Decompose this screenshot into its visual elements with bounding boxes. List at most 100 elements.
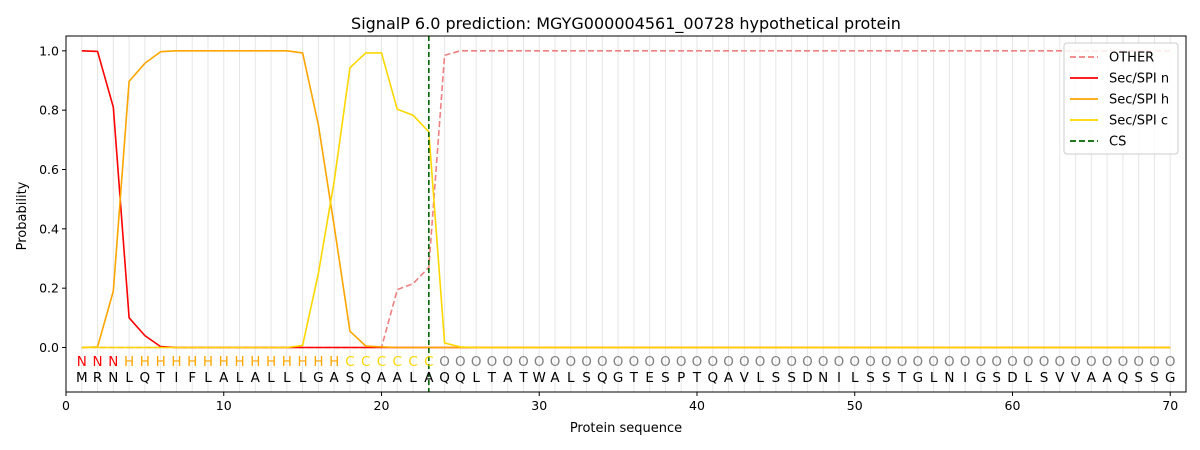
- y-tick-label: 0.2: [39, 281, 59, 296]
- residue-label: S: [787, 370, 796, 386]
- residue-label: V: [1071, 370, 1081, 386]
- residue-label: S: [582, 370, 591, 386]
- legend-label: Sec/SPI h: [1109, 93, 1169, 108]
- legend-label: CS: [1109, 135, 1126, 150]
- residue-label: G: [1165, 370, 1175, 386]
- region-label: H: [187, 354, 197, 370]
- region-label: H: [266, 354, 276, 370]
- region-label: O: [471, 354, 482, 370]
- chart-title: SignalP 6.0 prediction: MGYG000004561_00…: [351, 14, 901, 34]
- y-tick-label: 1.0: [39, 43, 59, 58]
- residue-label: N: [944, 370, 954, 386]
- region-label: C: [393, 354, 402, 370]
- x-tick-label: 50: [847, 398, 863, 413]
- residue-label: Q: [439, 370, 450, 386]
- residue-label: A: [503, 370, 513, 386]
- region-label: O: [502, 354, 513, 370]
- residue-label: A: [724, 370, 734, 386]
- y-tick-label: 0.4: [39, 221, 59, 236]
- residue-label: M: [76, 370, 88, 386]
- region-label: O: [786, 354, 797, 370]
- residue-label: E: [645, 370, 654, 386]
- residue-label: L: [299, 370, 307, 386]
- y-tick-label: 0.0: [39, 340, 59, 355]
- residue-label: A: [1103, 370, 1113, 386]
- region-label: N: [108, 354, 118, 370]
- residue-label: L: [236, 370, 244, 386]
- residue-label: Q: [455, 370, 466, 386]
- y-axis-ticks: 0.0 0.2 0.4 0.6 0.8 1.0: [39, 43, 66, 355]
- residue-label: N: [818, 370, 828, 386]
- region-label: H: [329, 354, 339, 370]
- region-label: O: [565, 354, 576, 370]
- residue-label: A: [1087, 370, 1097, 386]
- region-label: H: [124, 354, 134, 370]
- series-line-other: [81, 50, 1171, 349]
- residue-label: T: [518, 370, 528, 386]
- region-label: O: [771, 354, 782, 370]
- x-tick-label: 70: [1162, 398, 1178, 413]
- residue-label: I: [837, 370, 841, 386]
- region-label: O: [676, 354, 687, 370]
- region-label: H: [203, 354, 213, 370]
- region-label: O: [597, 354, 608, 370]
- region-label: H: [313, 354, 323, 370]
- region-label: O: [613, 354, 624, 370]
- region-label: O: [881, 354, 892, 370]
- region-label: O: [834, 354, 845, 370]
- region-label: O: [487, 354, 498, 370]
- region-label: O: [976, 354, 987, 370]
- series-line-sec-spi-h: [81, 50, 1171, 349]
- residue-label: W: [533, 370, 546, 386]
- residue-label: D: [802, 370, 812, 386]
- region-label: O: [913, 354, 924, 370]
- region-label: O: [928, 354, 939, 370]
- residue-label: L: [125, 370, 133, 386]
- residue-label: Q: [360, 370, 371, 386]
- region-label: O: [1133, 354, 1144, 370]
- region-label: N: [77, 354, 87, 370]
- region-label: C: [377, 354, 386, 370]
- residue-label: L: [851, 370, 859, 386]
- residue-label: G: [913, 370, 923, 386]
- residue-label: L: [204, 370, 212, 386]
- region-label: O: [550, 354, 561, 370]
- residue-label: I: [174, 370, 178, 386]
- region-label: O: [1149, 354, 1160, 370]
- residue-label: L: [567, 370, 575, 386]
- residue-label: L: [472, 370, 480, 386]
- region-label: O: [629, 354, 640, 370]
- residue-label: A: [377, 370, 387, 386]
- residue-label: P: [677, 370, 685, 386]
- residue-label: V: [740, 370, 750, 386]
- x-tick-label: 40: [689, 398, 705, 413]
- region-label: H: [156, 354, 166, 370]
- x-tick-label: 0: [62, 398, 70, 413]
- x-axis-label: Protein sequence: [570, 421, 682, 436]
- residue-label: A: [330, 370, 340, 386]
- residue-label: F: [188, 370, 196, 386]
- x-tick-label: 10: [216, 398, 232, 413]
- region-label: O: [897, 354, 908, 370]
- region-label: H: [234, 354, 244, 370]
- y-tick-label: 0.8: [39, 103, 59, 118]
- region-label: O: [1102, 354, 1113, 370]
- region-label: O: [944, 354, 955, 370]
- region-label: H: [282, 354, 292, 370]
- residue-label: A: [424, 370, 434, 386]
- residue-label: L: [1024, 370, 1032, 386]
- residue-label: S: [992, 370, 1001, 386]
- grid-lines: [81, 36, 1171, 392]
- region-label: O: [991, 354, 1002, 370]
- legend-label: Sec/SPI c: [1109, 114, 1168, 129]
- residue-label: Q: [140, 370, 151, 386]
- region-label: O: [818, 354, 829, 370]
- residue-label: L: [756, 370, 764, 386]
- region-label: O: [455, 354, 466, 370]
- region-label: O: [1118, 354, 1129, 370]
- region-label: O: [1070, 354, 1081, 370]
- series-line-sec-spi-c: [81, 52, 1171, 349]
- region-label: O: [802, 354, 813, 370]
- residue-label: N: [108, 370, 118, 386]
